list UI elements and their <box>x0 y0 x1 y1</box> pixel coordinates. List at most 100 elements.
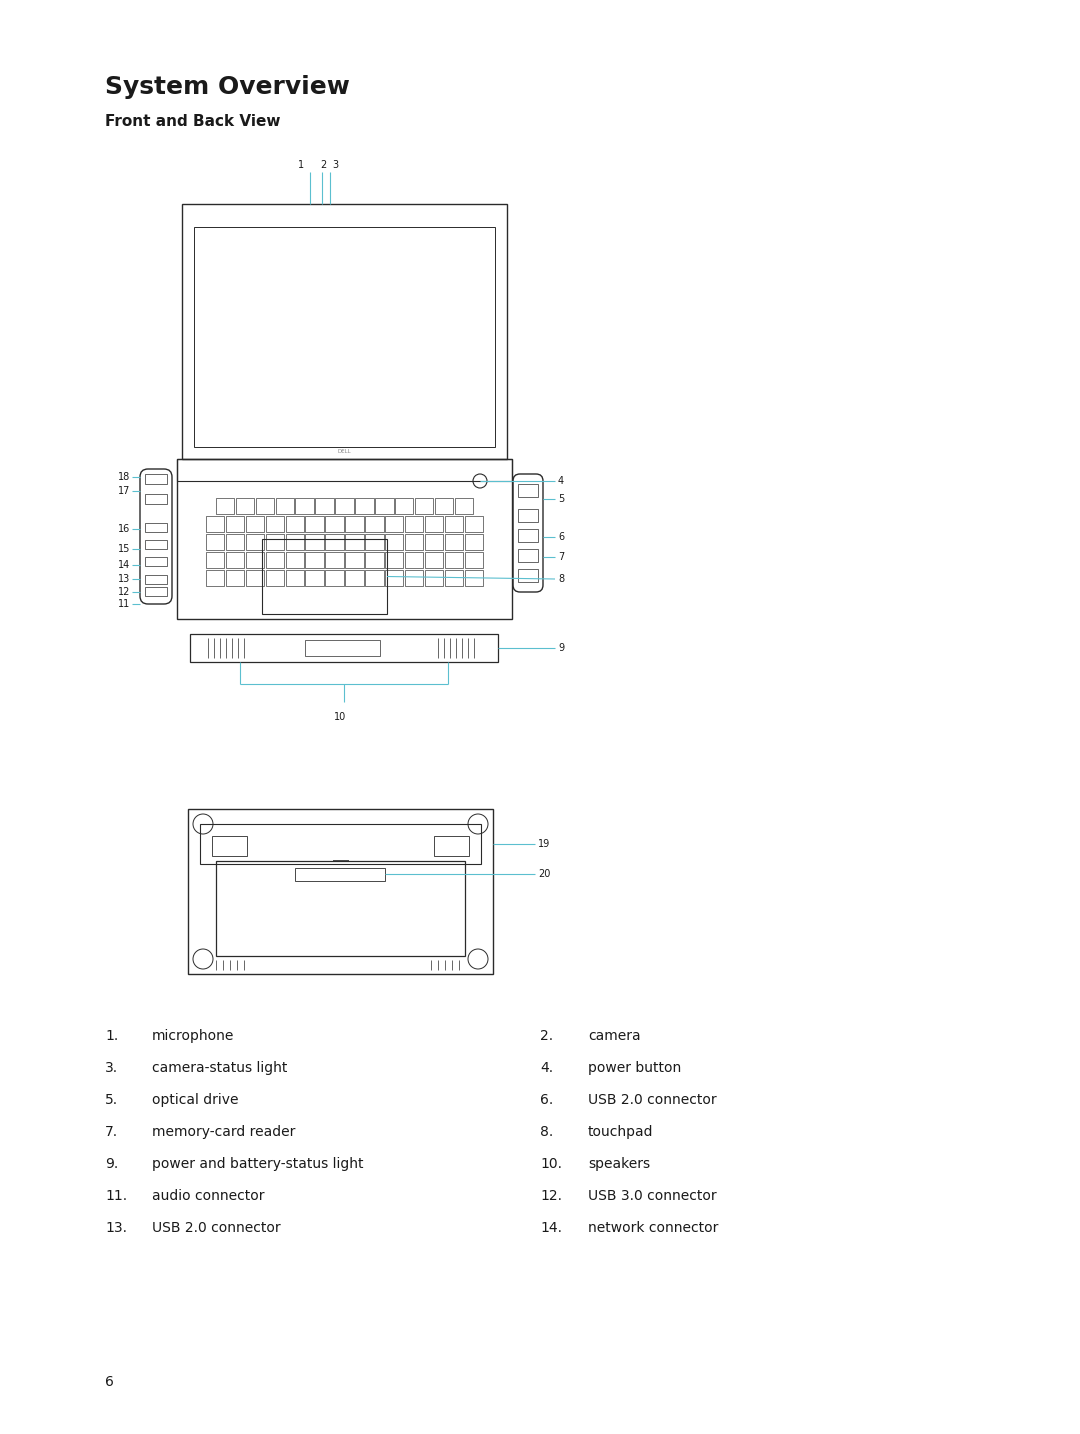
Bar <box>296 868 386 880</box>
Bar <box>145 541 167 549</box>
Bar <box>434 836 469 856</box>
Bar <box>445 552 463 568</box>
Text: camera-status light: camera-status light <box>152 1061 287 1076</box>
Bar <box>386 552 404 568</box>
Text: 3: 3 <box>332 161 338 171</box>
Bar <box>216 860 465 956</box>
Text: memory-card reader: memory-card reader <box>152 1126 295 1139</box>
Bar <box>518 485 538 498</box>
Bar <box>245 569 264 587</box>
Bar <box>386 516 404 532</box>
Text: 19: 19 <box>538 839 550 849</box>
Bar <box>365 569 383 587</box>
Bar <box>445 516 463 532</box>
Text: 12: 12 <box>118 587 130 597</box>
Text: 18: 18 <box>118 472 130 482</box>
Bar <box>325 569 343 587</box>
Bar <box>145 475 167 485</box>
Text: 12.: 12. <box>540 1189 562 1203</box>
Bar <box>426 533 444 551</box>
Text: 2.: 2. <box>540 1030 553 1043</box>
Bar <box>200 825 481 865</box>
Bar <box>296 498 314 515</box>
Bar <box>306 516 324 532</box>
Bar <box>245 533 264 551</box>
Bar <box>285 552 303 568</box>
Text: 10.: 10. <box>540 1157 562 1172</box>
Bar <box>226 533 244 551</box>
Bar <box>435 498 454 515</box>
Bar <box>190 634 498 663</box>
Bar <box>346 569 364 587</box>
Bar <box>206 569 225 587</box>
Text: 5.: 5. <box>105 1093 118 1107</box>
Text: 10: 10 <box>334 713 347 721</box>
Bar <box>518 529 538 542</box>
Bar <box>266 516 284 532</box>
Bar <box>325 552 343 568</box>
Text: DELL: DELL <box>338 449 351 455</box>
Bar <box>386 569 404 587</box>
Bar <box>145 587 167 597</box>
Bar <box>266 552 284 568</box>
Text: 15: 15 <box>118 543 130 554</box>
Bar <box>365 533 383 551</box>
Bar <box>188 809 492 974</box>
Text: 7.: 7. <box>105 1126 118 1139</box>
Text: 9: 9 <box>558 642 564 652</box>
Text: 20: 20 <box>538 869 551 879</box>
Bar <box>426 569 444 587</box>
Bar <box>325 516 343 532</box>
Bar <box>518 549 538 562</box>
Text: speakers: speakers <box>588 1157 650 1172</box>
Bar <box>445 569 463 587</box>
Bar <box>145 556 167 566</box>
Bar <box>212 836 247 856</box>
Bar <box>206 533 225 551</box>
Text: 17: 17 <box>118 486 130 496</box>
Text: 1.: 1. <box>105 1030 118 1043</box>
Text: 8: 8 <box>558 574 564 584</box>
Bar <box>464 516 483 532</box>
Text: power button: power button <box>588 1061 681 1076</box>
Text: audio connector: audio connector <box>152 1189 265 1203</box>
Bar <box>145 493 167 503</box>
Text: 6: 6 <box>105 1375 113 1390</box>
Bar <box>256 498 274 515</box>
Text: power and battery-status light: power and battery-status light <box>152 1157 364 1172</box>
Text: microphone: microphone <box>152 1030 234 1043</box>
Bar <box>426 516 444 532</box>
Bar <box>518 569 538 582</box>
Text: 6: 6 <box>558 532 564 542</box>
Bar <box>346 516 364 532</box>
Bar <box>262 539 387 614</box>
Bar <box>518 509 538 522</box>
Bar <box>177 459 512 480</box>
Text: 13: 13 <box>118 574 130 584</box>
Bar <box>325 533 343 551</box>
Text: Front and Back View: Front and Back View <box>105 113 281 129</box>
Bar <box>245 552 264 568</box>
Text: USB 3.0 connector: USB 3.0 connector <box>588 1189 717 1203</box>
Bar <box>405 516 423 532</box>
Bar <box>405 533 423 551</box>
Bar <box>226 569 244 587</box>
Text: 11: 11 <box>118 599 130 609</box>
Text: network connector: network connector <box>588 1220 718 1235</box>
Text: 8.: 8. <box>540 1126 553 1139</box>
Bar <box>315 498 334 515</box>
Bar <box>226 552 244 568</box>
Bar <box>455 498 473 515</box>
Text: 7: 7 <box>558 552 564 562</box>
Bar <box>266 533 284 551</box>
Bar <box>365 552 383 568</box>
Bar <box>445 533 463 551</box>
Bar <box>306 552 324 568</box>
Bar <box>415 498 433 515</box>
Bar <box>306 533 324 551</box>
Text: 4.: 4. <box>540 1061 553 1076</box>
Text: 5: 5 <box>558 493 564 503</box>
Text: USB 2.0 connector: USB 2.0 connector <box>152 1220 281 1235</box>
Text: 6.: 6. <box>540 1093 553 1107</box>
Bar <box>216 498 234 515</box>
